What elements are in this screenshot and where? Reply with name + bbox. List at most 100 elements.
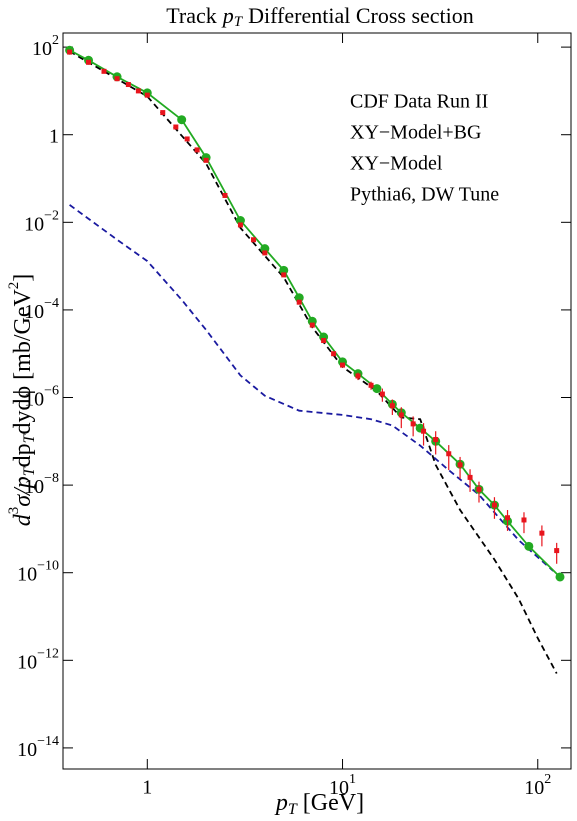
point (368, 382, 374, 388)
tick-base: 10 (24, 476, 44, 498)
ylabel-part: d (10, 513, 36, 526)
tick-base: 10 (17, 651, 37, 673)
tick-label: 1 (142, 777, 152, 799)
ylabel-part: 3 (6, 507, 22, 515)
plot-area (65, 45, 565, 674)
point (446, 451, 452, 457)
point (281, 272, 287, 278)
point (331, 351, 337, 357)
ylabel-part: dp (10, 443, 36, 467)
tick-base: 10 (17, 563, 37, 585)
point (262, 250, 268, 256)
ylabel-part: 2 (6, 282, 22, 290)
ylabel-part: dydϕ [mb/GeV (10, 289, 36, 435)
tick-label: 10−12 (17, 647, 59, 673)
point (398, 412, 404, 418)
point (194, 147, 200, 153)
legend-entry: XY−Model+BG (350, 122, 481, 144)
title-part: T (234, 14, 244, 30)
point (86, 59, 92, 65)
tick-label: 102 (524, 772, 551, 798)
point (309, 322, 315, 328)
point (491, 502, 497, 508)
point (555, 572, 565, 582)
series-line (69, 204, 554, 572)
point (144, 92, 150, 98)
tick-label: 10−4 (24, 296, 59, 322)
tick-label: 102 (32, 33, 59, 59)
legend-entry: CDF Data Run II (350, 91, 488, 113)
point (184, 136, 190, 142)
ylabel-part: p (10, 476, 36, 490)
series-line (69, 50, 558, 674)
series-line (69, 49, 561, 578)
tick-label: 10−2 (24, 209, 59, 235)
tick-exp: 2 (544, 772, 551, 787)
point (379, 391, 385, 397)
point (505, 515, 511, 521)
point (433, 436, 439, 442)
tick-exp: −10 (37, 559, 59, 574)
point (457, 462, 463, 468)
tick-label: 10−14 (17, 734, 59, 760)
point (125, 82, 131, 88)
tick-exp: −2 (44, 209, 59, 224)
point (389, 403, 395, 409)
point (67, 49, 73, 55)
ylabel-part: T (21, 433, 38, 443)
tick-base: 10 (329, 777, 349, 799)
title-part: Differential Cross section (248, 3, 474, 28)
point (177, 115, 187, 125)
point (114, 76, 120, 82)
point (135, 88, 141, 94)
point (296, 299, 302, 305)
title-part: p (221, 3, 234, 28)
tick-base: 10 (17, 739, 37, 761)
x-axis-label: pT [GeV] (274, 790, 364, 818)
tick-base: 10 (24, 388, 44, 410)
point (173, 124, 179, 130)
point (355, 373, 361, 379)
legend-entry: XY−Model (350, 153, 443, 175)
legend-entry: Pythia6, DW Tune (350, 184, 499, 206)
tick-exp: −14 (37, 734, 59, 749)
tick-label: 10−10 (17, 559, 59, 585)
chart-title: Track pT Differential Cross section (166, 3, 474, 30)
point (554, 548, 560, 554)
point (237, 222, 243, 228)
point (539, 530, 545, 536)
title-part: Track (166, 3, 217, 28)
point (467, 474, 473, 480)
tick-exp: −8 (44, 471, 59, 486)
tick-exp: 2 (52, 33, 59, 48)
tick-base: 10 (24, 213, 44, 235)
ylabel-part: T (21, 466, 38, 476)
point (340, 362, 346, 368)
point (251, 237, 257, 243)
xlabel-part: T (288, 801, 298, 818)
point (101, 68, 107, 74)
tick-label: 101 (329, 772, 356, 798)
y-axis-label: d3σ/pTdpTdydϕ [mb/GeV2] (6, 274, 37, 527)
plot-frame (62, 32, 572, 770)
point (521, 517, 527, 523)
point (321, 338, 327, 344)
tick-base: 10 (32, 38, 52, 60)
point (372, 384, 382, 394)
xlabel-part: [GeV] (303, 790, 364, 816)
point (421, 428, 427, 434)
point (203, 157, 209, 163)
point (524, 541, 534, 551)
tick-exp: −12 (37, 647, 59, 662)
tick-label: 10−8 (24, 471, 59, 497)
ylabel-part: σ/ (10, 486, 36, 507)
tick-label: 10−6 (24, 384, 59, 410)
tick-base: 10 (24, 301, 44, 323)
point (410, 421, 416, 427)
tick-label: 1 (49, 125, 59, 147)
point (476, 486, 482, 492)
point (222, 192, 228, 198)
point (160, 110, 166, 116)
tick-base: 10 (524, 777, 544, 799)
